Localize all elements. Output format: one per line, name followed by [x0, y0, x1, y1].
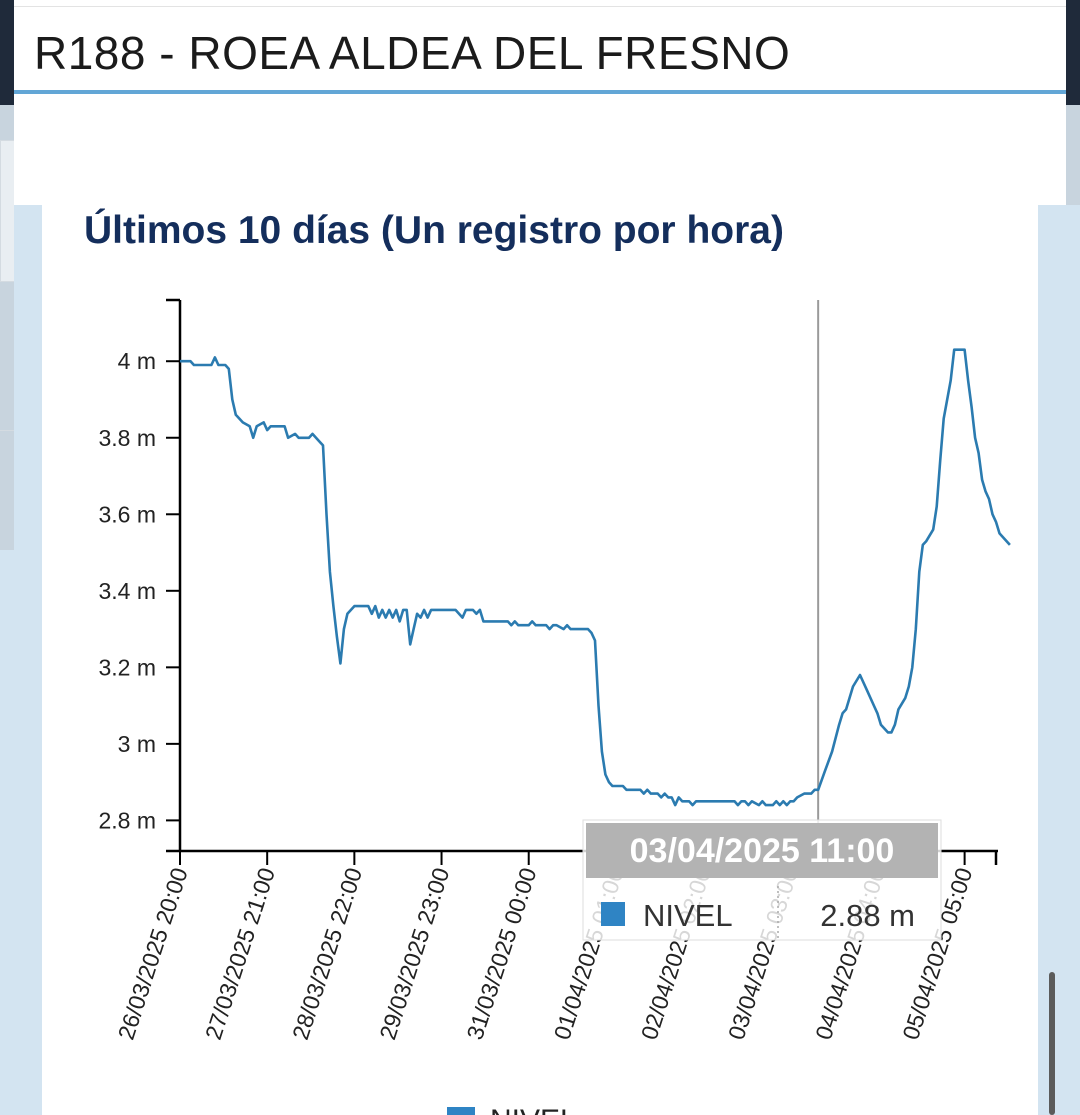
x-tick-label: 26/03/2025 20:00	[113, 865, 193, 1043]
y-tick-label: 3.6 m	[98, 501, 156, 527]
tooltip-date: 03/04/2025 11:00	[630, 832, 895, 870]
y-tick-label: 2.8 m	[98, 807, 156, 833]
legend-label: NIVEL	[490, 1104, 577, 1115]
station-modal: R188 - ROEA ALDEA DEL FRESNO Últimos 10 …	[14, 0, 1066, 1115]
scrollbar-thumb[interactable]	[1049, 972, 1055, 1115]
station-title: R188 - ROEA ALDEA DEL FRESNO	[34, 27, 791, 79]
background-band	[0, 550, 14, 1115]
background-divider	[0, 430, 14, 431]
tooltip-series-name: NIVEL	[643, 898, 733, 933]
chart-title: Últimos 10 días (Un registro por hora)	[84, 209, 784, 252]
x-tick-label: 29/03/2025 23:00	[374, 865, 454, 1043]
y-tick-label: 3.2 m	[98, 654, 156, 680]
tooltip: 03/04/2025 11:00 NIVEL 2.88 m	[582, 819, 942, 941]
y-tick-label: 3.4 m	[98, 578, 156, 604]
background-band	[1066, 205, 1080, 1115]
x-tick-label: 27/03/2025 21:00	[200, 865, 280, 1043]
level-chart[interactable]: 2.8 m 3 m 3.2 m 3.4 m 3.6 m 3.8 m 4 m 26/03/202…	[42, 205, 1038, 1115]
modal-header: R188 - ROEA ALDEA DEL FRESNO	[14, 0, 1066, 94]
x-tick-label: 31/03/2025 00:00	[461, 865, 541, 1043]
tooltip-header	[586, 823, 938, 878]
tooltip-value: 2.88 m	[820, 898, 915, 933]
y-tick-label: 4 m	[118, 348, 156, 374]
chart-area: Últimos 10 días (Un registro por hora) 2…	[42, 205, 1038, 1115]
chart-container: Últimos 10 días (Un registro por hora) 2…	[14, 205, 1066, 1115]
x-tick-label: 28/03/2025 22:00	[287, 865, 367, 1043]
series-line-nivel[interactable]	[180, 348, 1011, 807]
legend-marker	[447, 1107, 475, 1115]
tooltip-series-marker	[601, 902, 625, 926]
y-tick-label: 3 m	[118, 731, 156, 757]
y-tick-label: 3.8 m	[98, 425, 156, 451]
